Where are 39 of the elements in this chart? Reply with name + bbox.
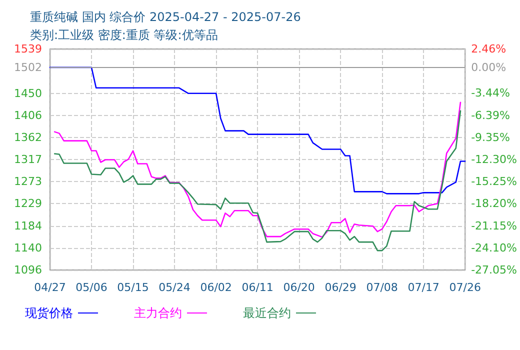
- x-tick-label: 06/29: [324, 281, 356, 294]
- x-tick-label: 05/06: [76, 281, 108, 294]
- y2-tick-label: -18.20%: [471, 197, 518, 210]
- y2-tick-label: -21.15%: [471, 219, 518, 232]
- y-tick-label: 1317: [14, 153, 42, 166]
- x-tick-label: 07/26: [449, 281, 481, 294]
- x-tick-label: 07/17: [408, 281, 440, 294]
- y2-tick-label: -9.35%: [471, 130, 510, 144]
- y2-tick-label: -3.44%: [471, 86, 510, 100]
- y-tick-label: 1450: [14, 86, 42, 100]
- y-tick-label: 1502: [14, 60, 42, 74]
- x-tick-label: 07/08: [366, 281, 398, 294]
- legend-label: 最近合约: [243, 306, 291, 320]
- y-tick-label: 1362: [14, 130, 42, 144]
- y-tick-label: 1273: [14, 175, 42, 188]
- chart-title: 重质纯碱 国内 综合价 2025-04-27 - 2025-07-26: [30, 10, 301, 24]
- y2-tick-label: -27.05%: [471, 264, 518, 276]
- y-tick-label: 1229: [14, 197, 42, 210]
- x-tick-label: 06/11: [242, 281, 274, 294]
- x-tick-label: 05/15: [117, 281, 149, 294]
- y-tick-label: 1140: [14, 242, 42, 255]
- y2-tick-label: 2.46%: [471, 42, 506, 56]
- y2-tick-label: 0.00%: [471, 60, 506, 74]
- y2-tick-label: -12.30%: [471, 153, 518, 166]
- chart-subtitle: 类别:工业级 密度:重质 等级:优等品: [30, 28, 218, 42]
- legend-label: 现货价格: [25, 306, 73, 320]
- x-tick-label: 04/27: [34, 281, 66, 294]
- y-tick-label: 1096: [14, 264, 42, 276]
- x-tick-label: 06/02: [200, 281, 232, 294]
- x-tick-label: 06/20: [283, 281, 315, 294]
- y-tick-label: 1184: [14, 220, 42, 233]
- y2-tick-label: -15.25%: [471, 175, 518, 188]
- legend-label: 主力合约: [134, 306, 182, 320]
- y2-tick-label: -6.39%: [471, 108, 510, 122]
- y-tick-label: 1406: [14, 108, 42, 122]
- y-tick-label: 1539: [14, 42, 42, 56]
- y2-tick-label: -24.10%: [471, 241, 518, 254]
- x-tick-label: 05/24: [158, 281, 190, 294]
- line-series: [49, 66, 466, 194]
